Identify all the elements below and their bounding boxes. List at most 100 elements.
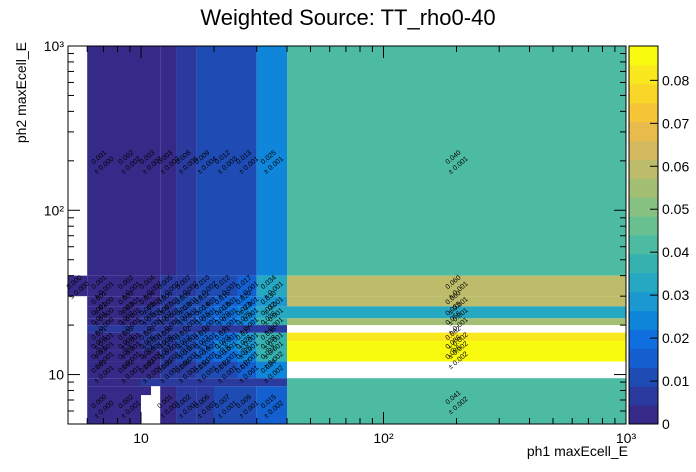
heatmap-cell: [286, 318, 626, 326]
chart-title: Weighted Source: TT_rho0-40: [200, 5, 495, 30]
heatmap-cell: [87, 341, 118, 351]
heatmap-cell: [196, 341, 214, 351]
colorbar-swatch: [629, 197, 658, 217]
heatmap-cell: [117, 386, 141, 424]
heatmap-cell: [87, 306, 118, 319]
heatmap-cell: [117, 306, 141, 319]
heatmap-cell: [213, 296, 238, 307]
heatmap-cell: [160, 275, 177, 297]
heatmap-cell: [256, 318, 287, 326]
heatmap-cell: [286, 332, 626, 342]
x-axis: 10 10² 10³: [67, 46, 636, 446]
colorbar-swatch: [629, 121, 658, 141]
heatmap-cell: [117, 341, 141, 351]
heatmap-cell: [87, 386, 118, 424]
colorbar-swatch: [629, 386, 658, 406]
heatmap-cell: [196, 306, 214, 319]
heatmap-cell: [237, 332, 257, 342]
heatmap-cell: [160, 318, 177, 326]
heatmap-cell: [176, 361, 197, 379]
colorbar-tick-label: 0.01: [662, 373, 689, 389]
heatmap-cell: [256, 350, 287, 362]
colorbar-swatch: [629, 102, 658, 123]
color-scale: 0 0.01 0.02 0.03 0.04 0.05 0.06 0.07 0.08: [628, 45, 689, 432]
colorbar-swatch: [629, 83, 658, 104]
heatmap-cell: [68, 275, 88, 297]
heatmap-cell: [140, 306, 161, 319]
colorbar-swatch: [629, 329, 658, 349]
heatmap-cell: [196, 275, 214, 297]
colorbar-swatch: [629, 64, 658, 85]
heatmap-cell: [140, 350, 161, 362]
heatmap-cell: [237, 341, 257, 351]
heatmap-cell: [117, 318, 141, 326]
heatmap-cell: [256, 341, 287, 351]
heatmap-cell: [196, 361, 214, 379]
heatmap-cell: [160, 361, 177, 379]
heatmap-cell: [160, 341, 177, 351]
colorbar-swatch: [629, 216, 658, 236]
heatmap-cell: [256, 275, 287, 297]
heatmap-cell: [213, 275, 238, 297]
heatmap-cell: [286, 306, 626, 319]
colorbar-tick-label: 0: [662, 416, 670, 432]
heatmap-cell: [160, 46, 177, 276]
heatmap-cell: [213, 350, 238, 362]
heatmap-cell: [286, 275, 626, 297]
heatmap-cell: [176, 332, 197, 342]
heatmap-cell: [176, 350, 197, 362]
heatmap-cell: [256, 46, 287, 276]
heatmap-cell: [176, 341, 197, 351]
colorbar-swatch: [629, 367, 658, 387]
heatmap-cell: [256, 306, 287, 319]
colorbar-swatch: [629, 178, 658, 198]
heatmap-cell: [87, 325, 287, 333]
heatmap-cell: [140, 378, 287, 387]
colorbar-swatch: [629, 235, 658, 255]
colorbar-tick-label: 0.02: [662, 330, 689, 346]
heatmap-cell: [237, 386, 257, 424]
colorbar-swatch: [629, 272, 658, 293]
heatmap-cell: [87, 361, 118, 379]
heatmap-cell: [286, 341, 626, 351]
heatmap-cell: [256, 386, 287, 424]
heatmap-cell: [117, 350, 141, 362]
y-axis: 10 10² 10³: [44, 38, 626, 425]
colorbar-tick-label: 0.06: [662, 158, 689, 174]
colorbar-swatch: [629, 405, 658, 425]
heatmap-cell: [140, 318, 161, 326]
heatmap-cell: [140, 341, 161, 351]
x-tick-label: 10: [133, 430, 149, 446]
heatmap-cell: [237, 296, 257, 307]
heatmap-cell: [196, 332, 214, 342]
heatmap-cell: [160, 332, 177, 342]
heatmap-cell: [237, 275, 257, 297]
colorbar-tick-label: 0.04: [662, 244, 689, 260]
heatmap-cells: [68, 46, 626, 424]
heatmap-cell: [176, 275, 197, 297]
heatmap-cell: [176, 386, 197, 424]
x-axis-label: ph1 maxEcell_E: [527, 443, 628, 459]
heatmap-cell: [117, 296, 141, 307]
heatmap-cell: [87, 46, 118, 276]
heatmap-cell: [213, 386, 238, 424]
colorbar-tick-label: 0.07: [662, 115, 689, 131]
y-tick-label: 10³: [44, 38, 65, 54]
heatmap-cell: [237, 306, 257, 319]
heatmap-cell: [140, 386, 152, 396]
heatmap-cell: [196, 350, 214, 362]
heatmap-cell: [160, 350, 177, 362]
heatmap-cell: [117, 361, 141, 379]
y-tick-label: 10²: [44, 202, 65, 218]
heatmap-cell: [286, 350, 626, 362]
heatmap-cell: [286, 46, 626, 276]
heatmap-cell: [213, 46, 238, 276]
y-axis-label: ph2 maxEcell_E: [13, 42, 29, 143]
heatmap-cell: [196, 386, 214, 424]
heatmap-cell: [237, 46, 257, 276]
heatmap-cell: [117, 275, 141, 297]
heatmap-cell: [160, 386, 177, 424]
heatmap-cell: [256, 332, 287, 342]
heatmap-cell: [140, 361, 161, 379]
